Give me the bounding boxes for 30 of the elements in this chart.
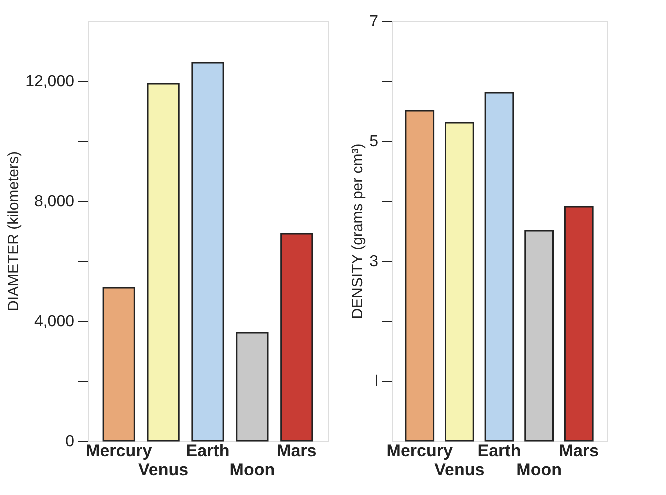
x-tick-label: Earth — [186, 442, 230, 460]
y-tick-label: 0 — [66, 434, 75, 450]
x-tick-label: Mercury — [86, 442, 153, 460]
x-tick-label: Mars — [559, 442, 599, 460]
bar — [564, 206, 594, 442]
bar — [445, 122, 474, 442]
y-tick-label: l — [374, 374, 378, 390]
y-tick-label: 12,000 — [26, 74, 75, 90]
bar — [484, 92, 514, 442]
bar — [405, 110, 435, 442]
x-tick-label: Earth — [478, 442, 522, 460]
y-tick-label: 7 — [370, 14, 379, 30]
bar — [147, 83, 180, 442]
y-tick-label: 8,000 — [34, 194, 75, 210]
x-tick-label: Venus — [138, 460, 189, 480]
x-tick-label: Mars — [277, 442, 317, 460]
bar — [280, 233, 314, 442]
bar — [192, 62, 224, 442]
y-tick-label: 5 — [370, 134, 379, 150]
y-axis-title: DIAMETER (kilometers) — [6, 151, 23, 312]
bar — [102, 287, 136, 442]
bar — [236, 332, 269, 442]
bar — [524, 230, 554, 442]
y-axis-title: DENSITY (grams per cm³) — [350, 144, 367, 320]
x-tick-label: Moon — [230, 460, 276, 480]
y-tick-label: 3 — [370, 254, 379, 270]
x-tick-label: Moon — [516, 460, 562, 480]
y-tick-label: 4,000 — [34, 314, 75, 330]
x-tick-label: Venus — [434, 460, 485, 480]
x-tick-label: Mercury — [386, 442, 454, 460]
